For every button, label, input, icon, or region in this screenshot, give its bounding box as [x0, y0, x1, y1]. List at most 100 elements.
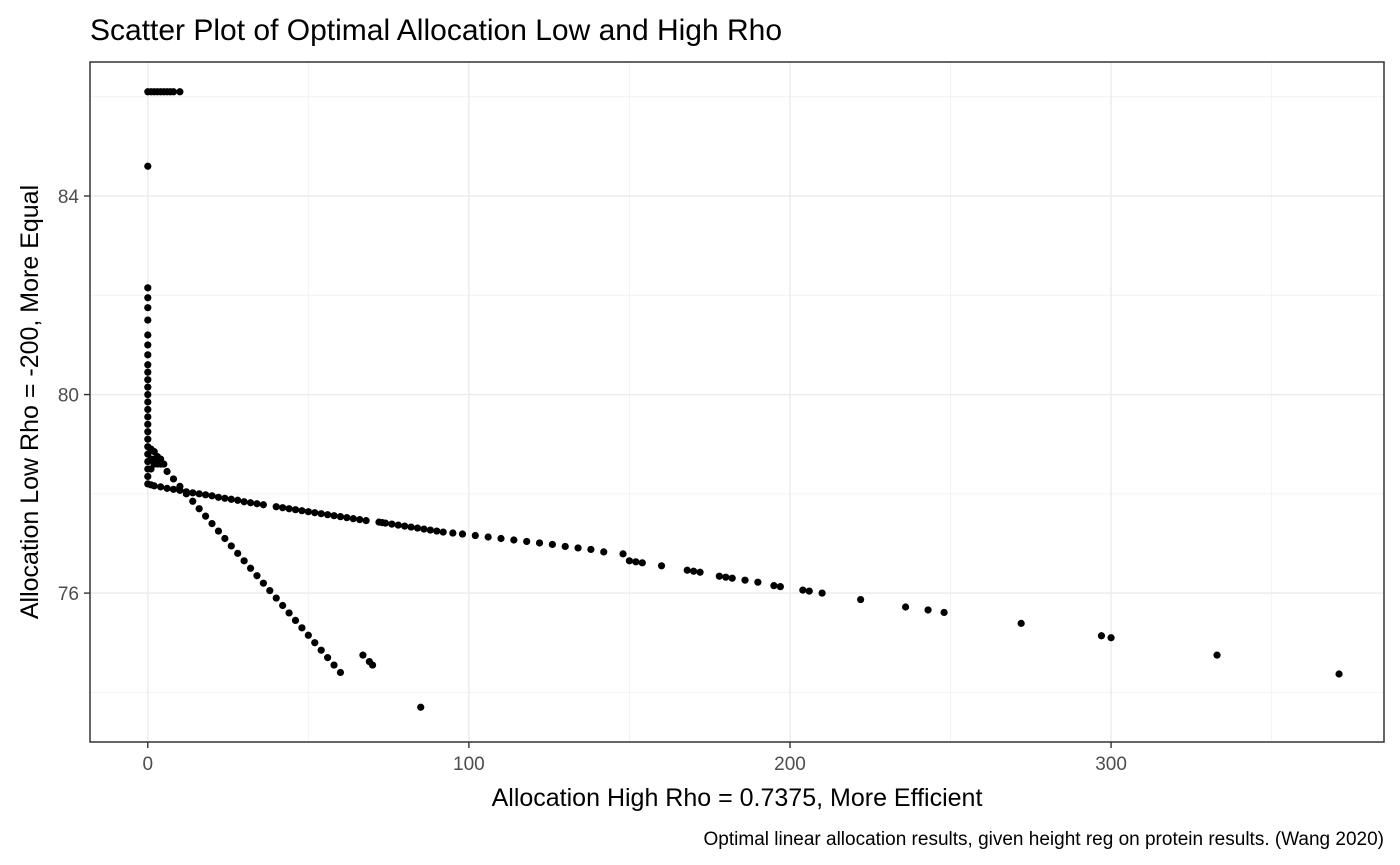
data-point: [776, 583, 784, 591]
data-point: [195, 490, 203, 498]
data-point: [221, 534, 229, 543]
data-point: [574, 544, 582, 552]
data-point: [359, 651, 367, 659]
data-point: [857, 595, 865, 604]
data-point: [144, 341, 152, 349]
data-point: [201, 512, 210, 520]
data-point: [324, 654, 332, 662]
data-point: [150, 455, 158, 463]
data-point: [176, 88, 184, 96]
data-point: [304, 631, 312, 639]
data-point: [754, 578, 762, 586]
data-point: [144, 383, 152, 391]
data-point: [227, 495, 235, 503]
data-point: [182, 490, 190, 498]
data-point: [439, 528, 447, 536]
data-point: [356, 516, 364, 524]
data-point: [561, 542, 569, 551]
data-point: [696, 568, 704, 576]
data-point: [144, 398, 152, 406]
data-point: [311, 509, 319, 517]
data-point: [715, 572, 723, 580]
data-point: [388, 520, 396, 528]
x-tick-label: 200: [774, 754, 806, 775]
y-tick-label: 80: [58, 386, 79, 407]
data-point: [253, 500, 261, 508]
data-point: [272, 503, 280, 511]
data-point: [1335, 670, 1343, 678]
data-point: [195, 505, 203, 513]
data-point: [304, 508, 312, 516]
data-point: [413, 524, 422, 532]
data-point: [728, 574, 736, 582]
data-point: [484, 533, 492, 541]
data-point: [201, 491, 210, 499]
data-point: [420, 525, 428, 533]
data-point: [368, 661, 377, 669]
x-tick-label: 0: [143, 754, 154, 775]
plot-panel-border: [89, 61, 1385, 743]
data-point: [683, 566, 691, 574]
x-tick-label: 100: [453, 754, 485, 775]
y-axis-title: Allocation Low Rho = -200, More Equal: [16, 185, 44, 619]
data-point: [246, 564, 255, 572]
data-point: [317, 510, 325, 518]
data-point: [818, 589, 826, 597]
data-point: [144, 361, 152, 369]
data-point: [799, 586, 807, 594]
data-point: [638, 559, 646, 567]
y-tick-label: 76: [58, 584, 79, 605]
data-point: [144, 472, 152, 481]
data-point: [690, 567, 698, 575]
data-points: [144, 88, 1343, 711]
data-point: [144, 413, 152, 421]
data-point: [407, 523, 415, 531]
data-point: [298, 507, 306, 515]
data-point: [144, 390, 152, 399]
data-point: [144, 428, 152, 436]
data-point: [770, 582, 778, 590]
data-point: [349, 515, 357, 523]
data-point: [144, 294, 152, 302]
data-point: [169, 88, 178, 96]
data-point: [208, 520, 216, 528]
data-point: [144, 162, 152, 170]
data-point: [1097, 632, 1106, 640]
data-point: [311, 639, 319, 647]
data-point: [433, 527, 441, 535]
data-point: [163, 467, 171, 476]
data-point: [144, 405, 152, 414]
data-point: [144, 331, 152, 339]
data-point: [176, 482, 184, 490]
data-point: [272, 594, 280, 602]
chart-caption: Optimal linear allocation results, given…: [704, 829, 1384, 850]
data-point: [417, 703, 425, 711]
data-point: [144, 284, 152, 292]
data-point: [253, 572, 261, 580]
data-point: [246, 499, 255, 507]
data-point: [523, 537, 531, 546]
data-point: [259, 579, 267, 587]
y-tick-label: 84: [58, 187, 80, 208]
data-point: [227, 542, 235, 550]
data-point: [805, 587, 813, 595]
data-point: [144, 351, 152, 359]
data-point: [291, 506, 300, 514]
data-point: [285, 505, 293, 513]
data-point: [401, 522, 409, 530]
data-point: [214, 527, 223, 535]
data-point: [632, 558, 640, 566]
x-axis-title: Allocation High Rho = 0.7375, More Effic…: [492, 784, 983, 812]
data-point: [157, 483, 165, 491]
data-point: [234, 549, 242, 557]
data-point: [144, 376, 152, 384]
data-point: [150, 482, 158, 490]
data-point: [381, 519, 390, 527]
data-point: [336, 668, 345, 677]
data-point: [144, 316, 152, 324]
data-point: [234, 496, 242, 504]
data-point: [587, 545, 595, 554]
data-point: [330, 512, 338, 520]
